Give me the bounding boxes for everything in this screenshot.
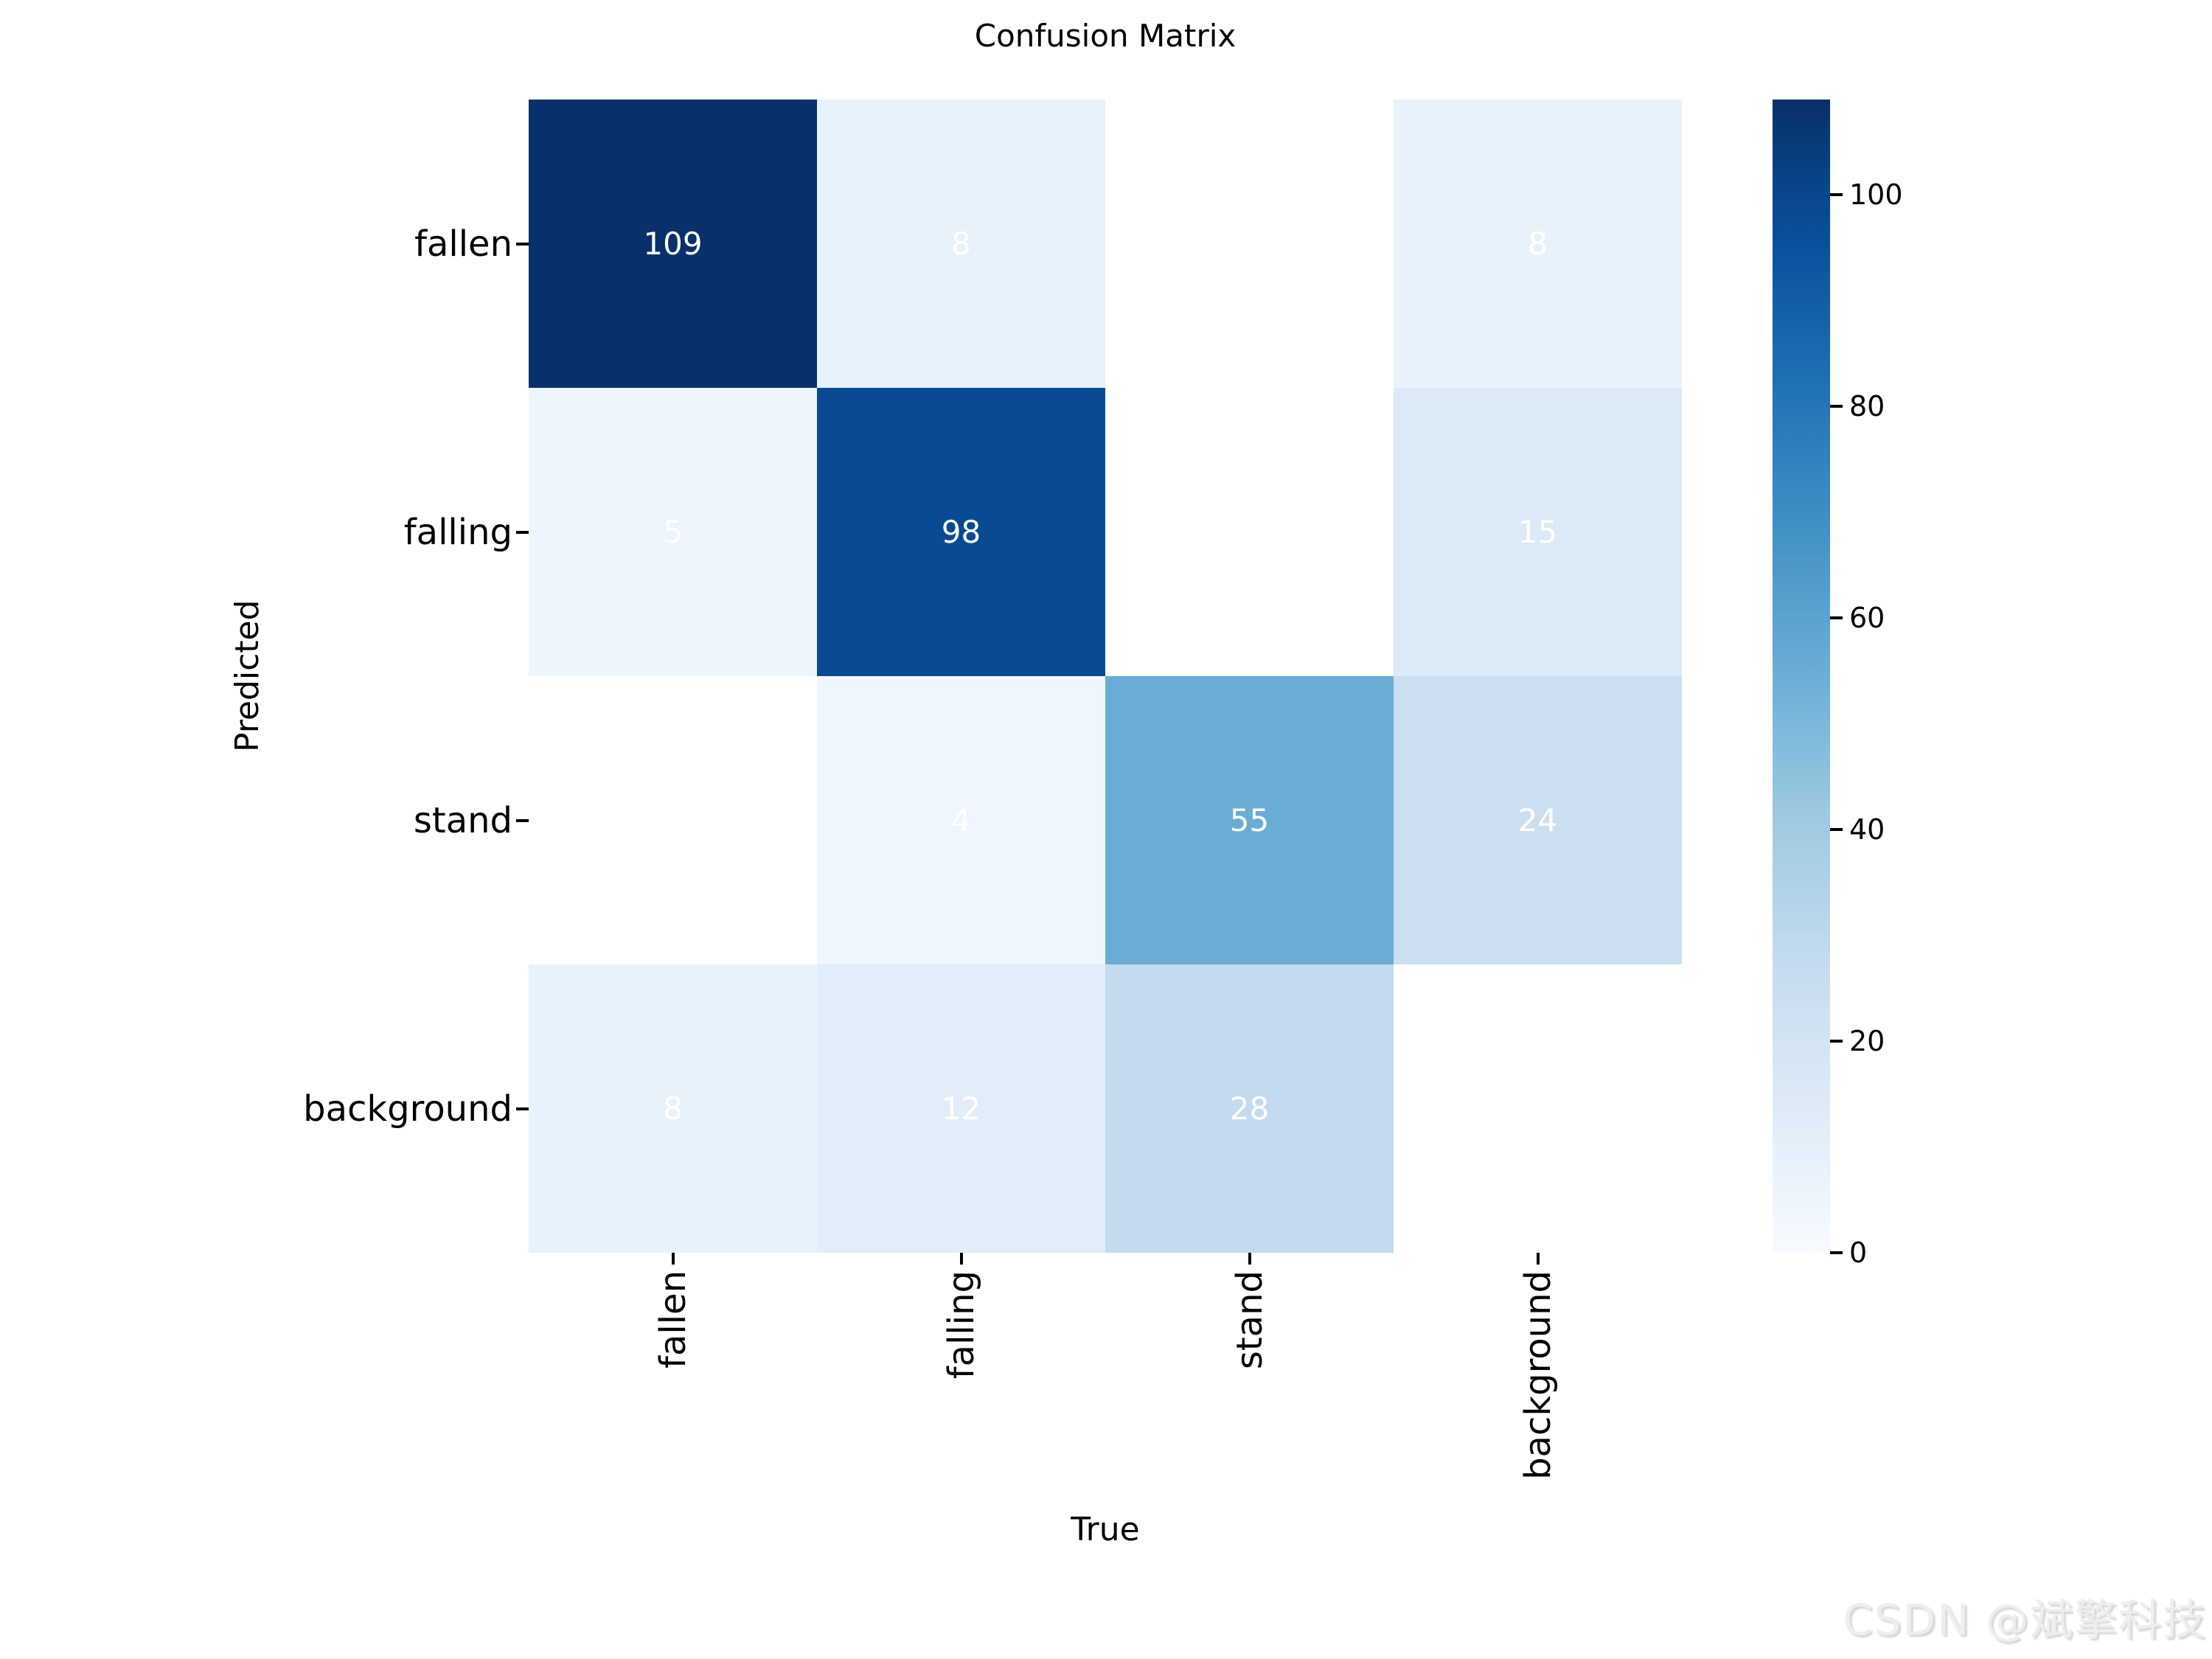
heatmap-cell-falling-fallen: 5 <box>529 388 817 676</box>
watermark: CSDN @斌擎科技 <box>1843 1595 2207 1645</box>
cell-value: 55 <box>1229 802 1270 838</box>
heatmap-cell-falling-stand <box>1105 388 1394 676</box>
xtick-label-background: background <box>1517 1270 1559 1480</box>
cell-value: 28 <box>1229 1091 1270 1127</box>
cell-value: 12 <box>941 1091 981 1127</box>
cell-value: 8 <box>663 1091 683 1127</box>
heatmap-cell-stand-stand: 55 <box>1105 676 1394 964</box>
colorbar-tick-label-80: 80 <box>1849 390 1885 423</box>
heatmap-cell-stand-background: 24 <box>1394 676 1682 964</box>
heatmap-cell-fallen-fallen: 109 <box>529 100 817 388</box>
chart-title: Confusion Matrix <box>974 18 1237 54</box>
colorbar-tick-label-60: 60 <box>1849 602 1885 635</box>
heatmap-cell-falling-background: 15 <box>1394 388 1682 676</box>
colorbar-tick-mark-20 <box>1830 1040 1843 1043</box>
ytick-label-background: background <box>303 1088 512 1130</box>
heatmap-cell-background-fallen: 8 <box>529 964 817 1253</box>
x-axis-label: True <box>1071 1511 1140 1548</box>
heatmap-cell-background-background <box>1394 964 1682 1253</box>
ytick-mark-background <box>516 1107 529 1110</box>
colorbar-tick-label-40: 40 <box>1849 813 1885 846</box>
colorbar-tick-mark-0 <box>1830 1251 1843 1254</box>
heatmap-cell-background-stand: 28 <box>1105 964 1394 1253</box>
cell-value: 109 <box>643 226 703 262</box>
heatmap-cell-fallen-stand <box>1105 100 1394 388</box>
heatmap-cell-stand-fallen <box>529 676 817 964</box>
heatmap-cell-fallen-background: 8 <box>1394 100 1682 388</box>
colorbar <box>1773 100 1830 1253</box>
colorbar-tick-mark-60 <box>1830 616 1843 620</box>
ytick-mark-stand <box>516 818 529 822</box>
xtick-mark-background <box>1536 1253 1540 1265</box>
heatmap-cell-fallen-falling: 8 <box>817 100 1105 388</box>
colorbar-tick-mark-80 <box>1830 405 1843 408</box>
cell-value: 24 <box>1517 802 1558 838</box>
ytick-label-stand: stand <box>413 799 512 841</box>
ytick-mark-falling <box>516 530 529 534</box>
colorbar-tick-mark-40 <box>1830 828 1843 832</box>
ytick-label-falling: falling <box>403 511 512 553</box>
cell-value: 8 <box>951 226 971 262</box>
cell-value: 8 <box>1528 226 1548 262</box>
cell-value: 98 <box>941 514 981 550</box>
xtick-mark-fallen <box>671 1253 675 1265</box>
cell-value: 5 <box>663 514 683 550</box>
xtick-label-falling: falling <box>940 1270 982 1380</box>
cell-value: 15 <box>1517 514 1558 550</box>
heatmap-cell-background-falling: 12 <box>817 964 1105 1253</box>
heatmap-grid: 109 8 8 5 98 15 4 55 24 8 12 28 <box>529 100 1682 1253</box>
xtick-label-fallen: fallen <box>652 1270 694 1368</box>
colorbar-tick-label-20: 20 <box>1849 1025 1885 1058</box>
cell-value: 4 <box>951 802 971 838</box>
xtick-mark-falling <box>959 1253 963 1265</box>
colorbar-tick-label-100: 100 <box>1849 178 1903 212</box>
xtick-mark-stand <box>1248 1253 1251 1265</box>
colorbar-tick-label-0: 0 <box>1849 1237 1868 1269</box>
xtick-label-stand: stand <box>1228 1270 1270 1370</box>
heatmap-cell-falling-falling: 98 <box>817 388 1105 676</box>
ytick-label-fallen: fallen <box>414 223 512 265</box>
colorbar-tick-mark-100 <box>1830 193 1843 197</box>
heatmap-cell-stand-falling: 4 <box>817 676 1105 964</box>
ytick-mark-fallen <box>516 242 529 246</box>
y-axis-label: Predicted <box>229 599 266 753</box>
